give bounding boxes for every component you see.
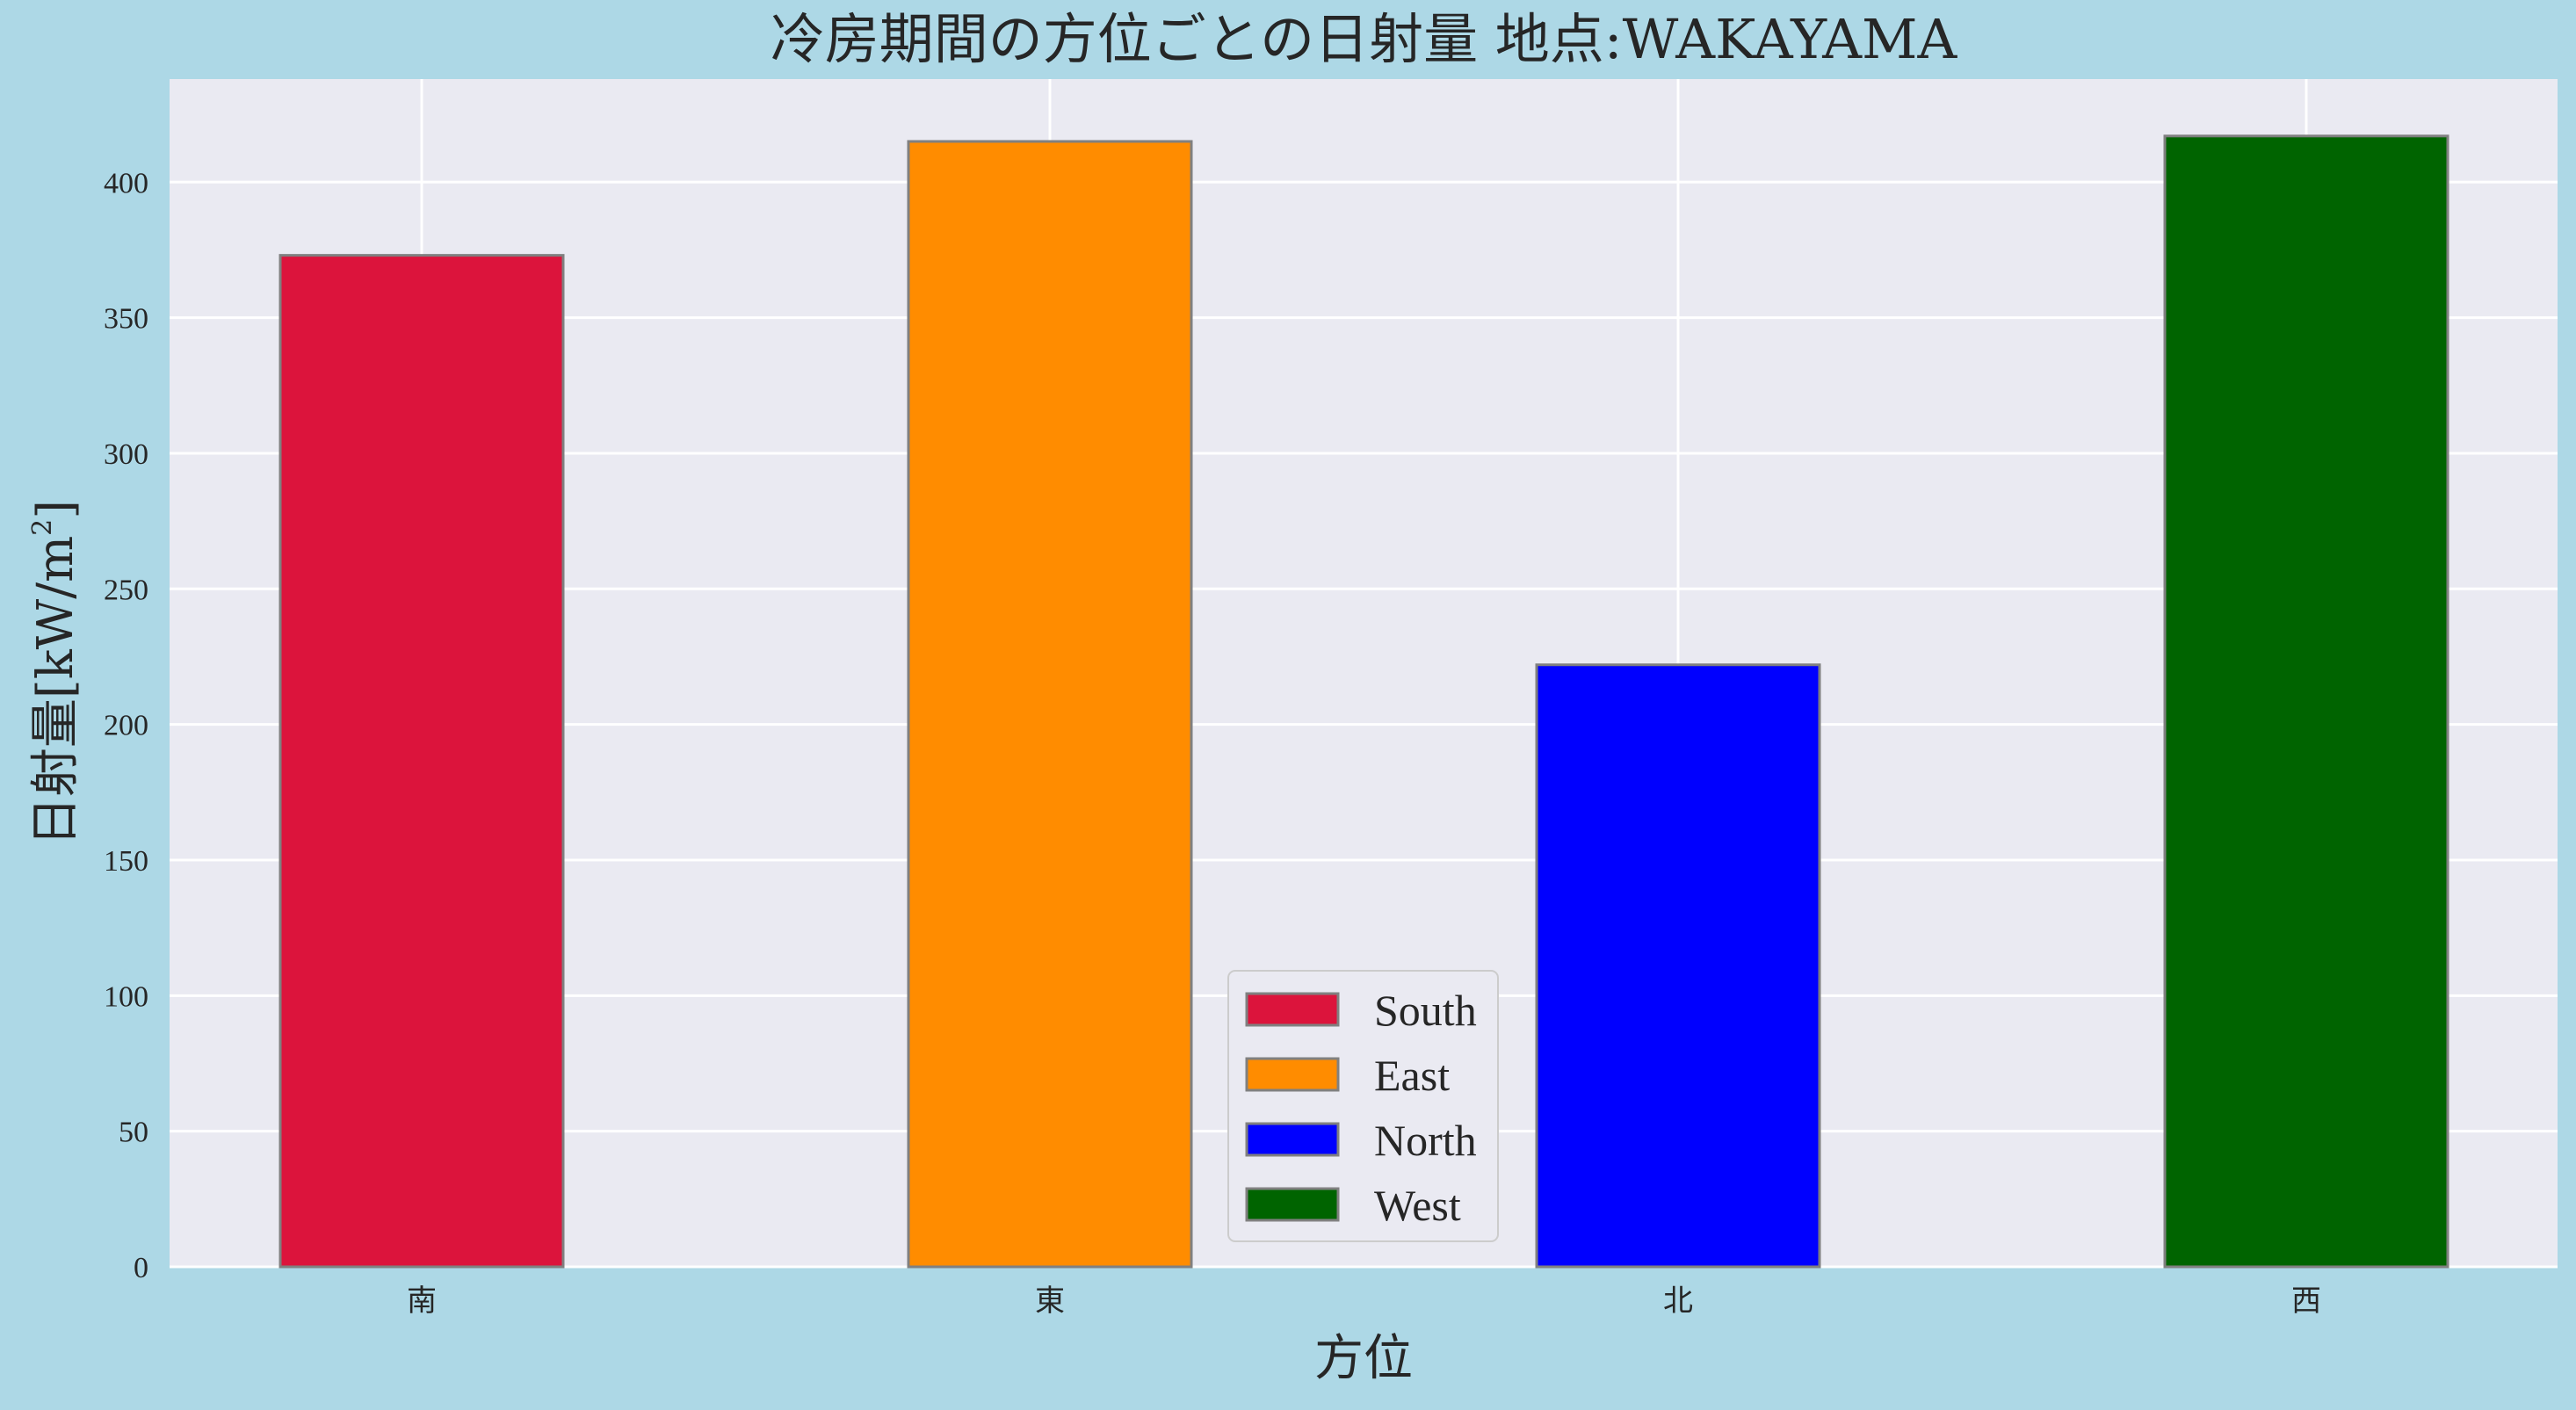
legend: South East North West — [1227, 970, 1499, 1242]
y-tick-label: 350 — [104, 303, 148, 336]
legend-label: East — [1374, 1051, 1450, 1100]
y-tick-label: 300 — [104, 438, 148, 471]
y-axis-label-superscript: 2 — [27, 519, 58, 536]
x-tick-label: 北 — [1663, 1283, 1693, 1319]
x-tick-label: 南 — [407, 1283, 437, 1319]
y-axis-label-main: 日射量[kW/m — [27, 536, 84, 846]
legend-swatch — [1245, 1122, 1340, 1157]
y-tick-labels: 0 50 100 150 200 250 300 350 400 — [104, 167, 148, 1284]
y-tick-label: 250 — [104, 574, 148, 606]
y-axis-label: 日射量[kW/m2] — [27, 500, 84, 846]
bar — [279, 254, 565, 1269]
bar — [1535, 663, 1821, 1269]
y-tick-label: 100 — [104, 980, 148, 1013]
y-tick-label: 50 — [119, 1117, 148, 1149]
bar — [907, 140, 1193, 1269]
bars — [279, 134, 2449, 1269]
legend-label: West — [1374, 1181, 1461, 1230]
legend-box — [1227, 970, 1499, 1242]
legend-label: South — [1374, 986, 1477, 1035]
chart-title: 冷房期間の方位ごとの日射量 地点:WAKAYAMA — [771, 7, 1958, 71]
legend-swatch — [1245, 992, 1340, 1027]
y-tick-label: 0 — [134, 1252, 148, 1284]
x-tick-labels: 南東北西 — [407, 1283, 2321, 1319]
legend-swatch — [1245, 1187, 1340, 1222]
x-tick-label: 西 — [2291, 1283, 2321, 1319]
bar — [2163, 134, 2449, 1269]
legend-swatch — [1245, 1057, 1340, 1092]
y-axis-label-close: ] — [27, 500, 84, 519]
y-tick-label: 400 — [104, 167, 148, 199]
x-axis-label: 方位 — [1314, 1330, 1413, 1387]
y-tick-label: 200 — [104, 710, 148, 742]
x-tick-label: 東 — [1035, 1283, 1065, 1319]
y-tick-label: 150 — [104, 845, 148, 878]
legend-label: North — [1374, 1116, 1477, 1165]
